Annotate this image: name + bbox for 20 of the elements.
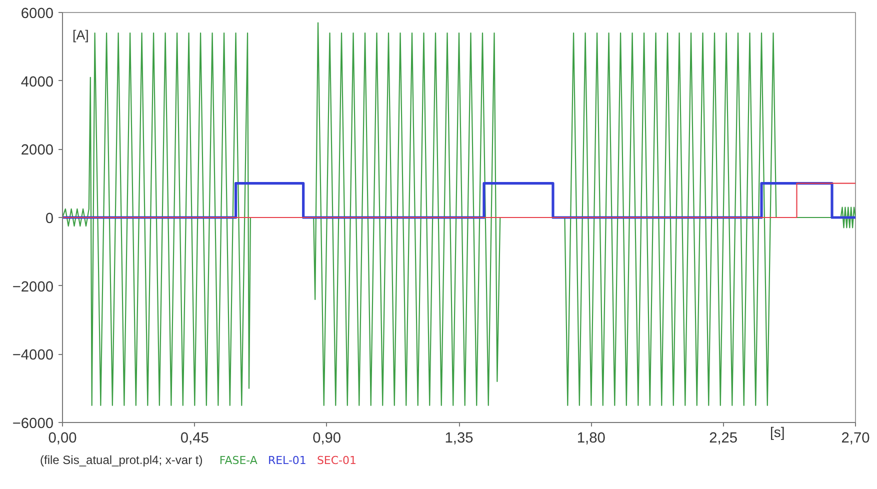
- y-tick-label: 0: [45, 211, 54, 227]
- y-axis-title: [A]: [72, 28, 89, 42]
- y-tick-label: 4000: [20, 74, 54, 90]
- text: REL-01: [268, 454, 306, 467]
- y-tick-label: 2000: [20, 142, 54, 159]
- text: FASE-A: [219, 454, 258, 467]
- x-tick-label: 0,45: [180, 430, 209, 446]
- text: SEC-01: [316, 454, 357, 467]
- x-tick-label: 2,25: [709, 430, 738, 446]
- y-tick-label: 6000: [20, 6, 54, 22]
- y-tick-label: −4000: [12, 348, 54, 364]
- x-tick-label: 2,70: [841, 430, 870, 446]
- x-axis-title: [s]: [770, 423, 785, 442]
- y-tick-label: −6000: [12, 416, 54, 432]
- x-tick-label: 1,80: [576, 430, 606, 446]
- x-tick-label: 0,90: [312, 430, 342, 446]
- x-tick-label: 0,00: [48, 430, 77, 446]
- x-tick-label: 1,35: [444, 430, 474, 446]
- text: (file Sis_atual_prot.pl4; x-var t): [40, 453, 203, 467]
- y-tick-label: −2000: [12, 279, 54, 296]
